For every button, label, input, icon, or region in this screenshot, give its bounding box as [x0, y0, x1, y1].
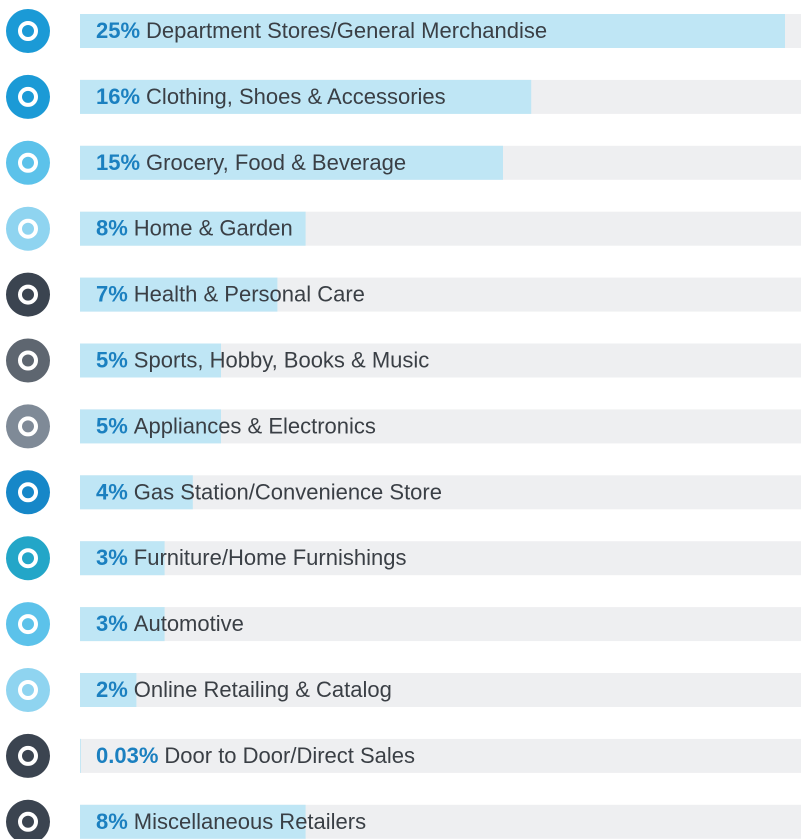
category-label: Furniture/Home Furnishings	[134, 545, 407, 570]
bar	[80, 145, 503, 180]
category-label: Department Stores/General Merchandise	[146, 18, 547, 43]
value-label: 16%	[96, 84, 140, 109]
category-label: Door to Door/Direct Sales	[164, 743, 415, 768]
category-icon	[6, 206, 50, 251]
bar-label: 4% Gas Station/Convenience Store	[96, 479, 442, 504]
bar	[80, 607, 165, 642]
bar	[80, 738, 81, 773]
category-label: Automotive	[134, 611, 244, 636]
icon-glyph	[18, 86, 38, 107]
category-icon	[6, 404, 50, 449]
bar	[80, 277, 278, 312]
bar-track	[80, 541, 801, 576]
bar-label: 7% Health & Personal Care	[96, 281, 365, 306]
icon-glyph	[18, 614, 38, 635]
bar-track	[80, 738, 801, 773]
category-label: Online Retailing & Catalog	[134, 677, 392, 702]
icon-glyph	[18, 21, 38, 41]
category-icon	[6, 799, 50, 839]
value-label: 25%	[96, 18, 140, 43]
bar-label: 5% Sports, Hobby, Books & Music	[96, 347, 429, 372]
value-label: 8%	[96, 809, 128, 834]
bar	[80, 673, 137, 707]
icon-glyph	[18, 218, 38, 239]
icon-glyph	[18, 152, 38, 173]
category-icon	[6, 9, 50, 53]
category-label: Home & Garden	[134, 216, 293, 241]
value-label: 2%	[96, 677, 128, 702]
bar-label: 8% Miscellaneous Retailers	[96, 809, 366, 834]
category-icon	[6, 470, 50, 515]
bar-track	[80, 607, 801, 642]
bar-label: 16% Clothing, Shoes & Accessories	[96, 84, 446, 109]
category-label: Clothing, Shoes & Accessories	[146, 84, 446, 109]
bar	[80, 804, 306, 839]
value-label: 5%	[96, 347, 128, 372]
bar-label: 2% Online Retailing & Catalog	[96, 677, 392, 702]
icon-glyph	[18, 811, 38, 832]
bar-track	[80, 475, 801, 510]
value-label: 15%	[96, 150, 140, 175]
category-icon	[6, 602, 50, 647]
bar-label: 3% Furniture/Home Furnishings	[96, 545, 406, 570]
category-label: Miscellaneous Retailers	[134, 809, 366, 834]
category-label: Gas Station/Convenience Store	[134, 479, 442, 504]
category-icon	[6, 338, 50, 383]
icon-glyph	[18, 745, 38, 766]
bar-label: 5% Appliances & Electronics	[96, 413, 376, 438]
bar-label: 3% Automotive	[96, 611, 244, 636]
bar	[80, 475, 193, 510]
icon-glyph	[18, 548, 38, 569]
category-icon	[6, 272, 50, 317]
value-label: 5%	[96, 413, 128, 438]
icon-glyph	[18, 680, 38, 700]
bar	[80, 343, 221, 378]
bar	[80, 79, 532, 114]
value-label: 3%	[96, 545, 128, 570]
bar-label: 25% Department Stores/General Merchandise	[96, 18, 547, 43]
category-icon	[6, 668, 50, 712]
value-label: 3%	[96, 611, 128, 636]
icon-glyph	[18, 284, 38, 305]
category-icon	[6, 140, 50, 185]
bar-label: 15% Grocery, Food & Beverage	[96, 150, 406, 175]
value-label: 8%	[96, 216, 128, 241]
value-label: 7%	[96, 281, 128, 306]
bar-label: 0.03% Door to Door/Direct Sales	[96, 743, 415, 768]
value-label: 0.03%	[96, 743, 158, 768]
category-label: Sports, Hobby, Books & Music	[134, 347, 430, 372]
icon-glyph	[18, 350, 38, 371]
category-label: Appliances & Electronics	[134, 413, 376, 438]
bar	[80, 409, 221, 444]
icon-glyph	[18, 416, 38, 437]
category-icon	[6, 733, 50, 778]
bar-track	[80, 673, 801, 707]
icon-glyph	[18, 482, 38, 503]
category-icon	[6, 536, 50, 581]
bar	[80, 541, 165, 576]
bar	[80, 14, 785, 48]
category-label: Grocery, Food & Beverage	[146, 150, 406, 175]
bar	[80, 211, 306, 246]
bar-label: 8% Home & Garden	[96, 216, 293, 241]
value-label: 4%	[96, 479, 128, 504]
category-label: Health & Personal Care	[134, 281, 365, 306]
category-icon	[6, 74, 50, 119]
